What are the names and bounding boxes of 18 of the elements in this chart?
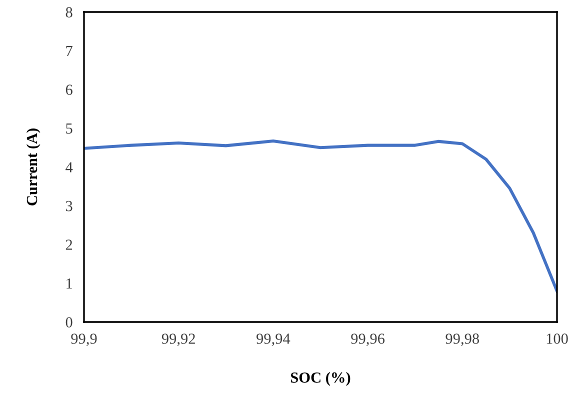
y-tick-label: 2 (66, 240, 72, 250)
y-tick-label: 7 (66, 46, 72, 56)
y-tick-label: 3 (66, 200, 72, 212)
x-tick-label: 99,92 (162, 334, 195, 346)
x-tick-label: 99,94 (256, 334, 290, 346)
x-axis-title: SOC (%) (290, 372, 350, 386)
y-axis-title: Current (A) (26, 128, 40, 206)
line-series (84, 140, 557, 293)
x-tick-label: 100 (546, 334, 568, 344)
y-tick-label: 1 (66, 278, 72, 289)
y-tick-label: 6 (66, 84, 72, 95)
x-tick-label: 99,98 (446, 334, 480, 346)
y-tick-label: 5 (66, 124, 72, 134)
y-tick-label: 4 (66, 162, 73, 172)
y-tick-label: 8 (66, 7, 72, 18)
x-tick-label: 99,96 (351, 334, 385, 346)
x-tick-label: 99,9 (71, 334, 97, 346)
y-tick-label: 0 (66, 317, 72, 328)
